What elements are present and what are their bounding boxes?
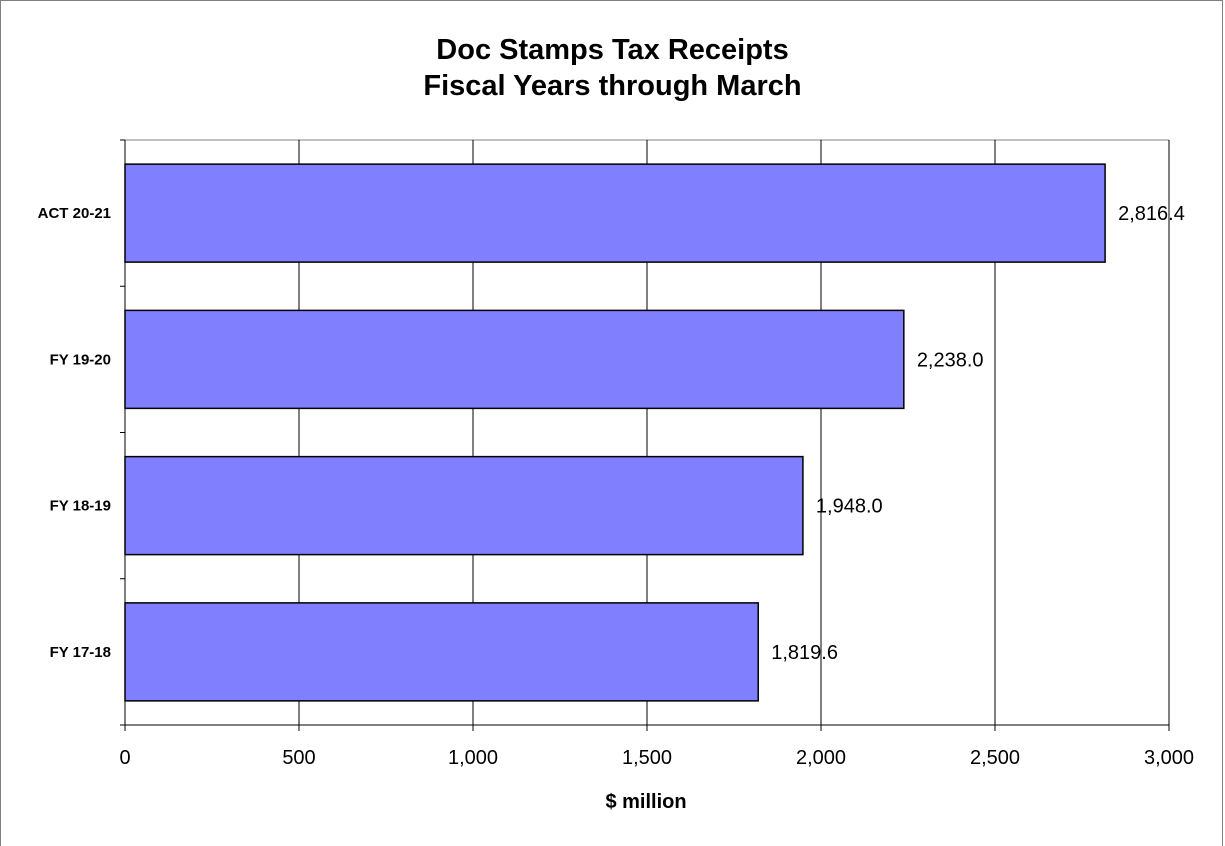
labels: 0 500 1,000 1,500 2,000 2,500 3,000 ACT 20-21 2,… bbox=[38, 203, 1194, 769]
x-tick-label: 500 bbox=[282, 747, 315, 769]
x-tick-label: 1,000 bbox=[448, 747, 498, 769]
chart-title-block: Doc Stamps Tax Receipts Fiscal Years thr… bbox=[0, 32, 1225, 104]
bar bbox=[124, 602, 759, 702]
data-label: 2,238.0 bbox=[917, 349, 984, 371]
x-tick-label: 2,500 bbox=[970, 747, 1020, 769]
y-category-label: ACT 20-21 bbox=[38, 205, 111, 222]
x-tick-label: 2,000 bbox=[796, 747, 846, 769]
x-tick-label: 3,000 bbox=[1144, 747, 1194, 769]
x-tick-label: 0 bbox=[119, 747, 130, 769]
data-label: 1,948.0 bbox=[816, 496, 883, 518]
chart-title: Doc Stamps Tax Receipts bbox=[436, 34, 789, 66]
y-category-label: FY 18-19 bbox=[50, 498, 111, 515]
data-label: 1,819.6 bbox=[771, 642, 838, 664]
bars bbox=[124, 163, 1106, 702]
y-category-label: FY 19-20 bbox=[50, 351, 111, 368]
bar bbox=[124, 455, 804, 556]
bar bbox=[124, 309, 905, 410]
bar bbox=[124, 163, 1106, 263]
data-label: 2,816.4 bbox=[1118, 203, 1185, 225]
axes bbox=[120, 139, 1170, 731]
x-tick-label: 1,500 bbox=[622, 747, 672, 769]
x-axis-title: $ million bbox=[605, 791, 686, 813]
chart-subtitle: Fiscal Years through March bbox=[423, 70, 802, 102]
y-category-label: FY 17-18 bbox=[50, 644, 111, 661]
